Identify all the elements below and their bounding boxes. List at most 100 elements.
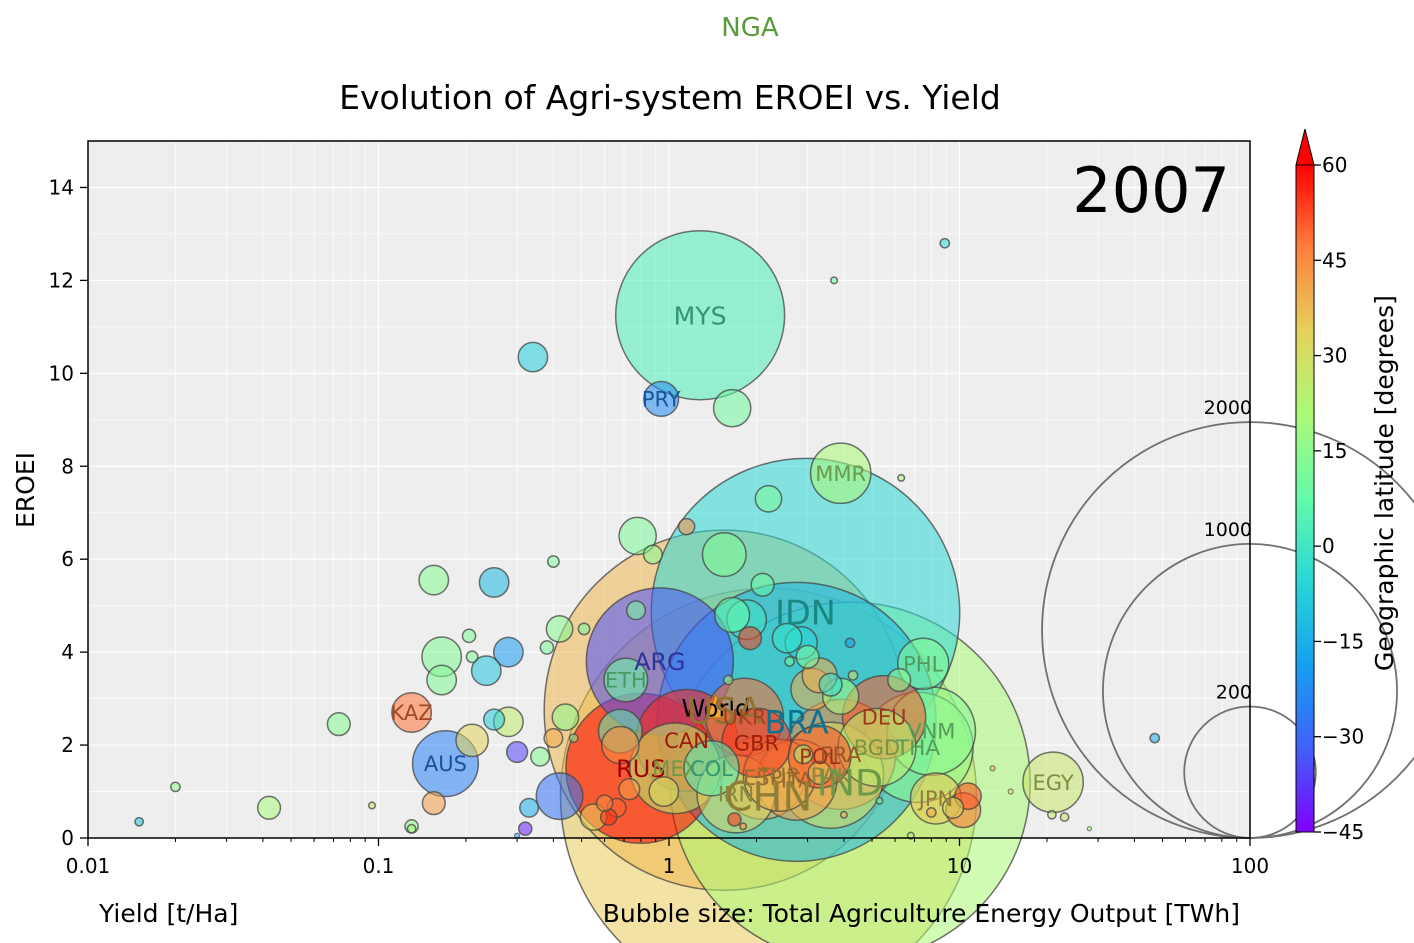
bubble-label-vnm: VNM (907, 720, 955, 744)
year-label: 2007 (1072, 154, 1230, 227)
bubble (989, 765, 996, 772)
bubble (1046, 809, 1057, 820)
bubble (712, 388, 752, 428)
bubble (648, 776, 680, 807)
bubble (784, 656, 795, 667)
colorbar (1295, 164, 1315, 833)
bubble (603, 657, 649, 703)
x-tick-label: 0.1 (363, 854, 395, 878)
bubble (643, 380, 680, 418)
bubble-label-fra: FRA (820, 743, 862, 768)
bubble (793, 744, 814, 765)
bubble-label-ukr: UKR (723, 706, 767, 730)
bubbles (134, 230, 1161, 943)
bubble (421, 791, 446, 816)
bubble-label-col: COL (690, 757, 733, 781)
bubble-label-mex: MEX (652, 757, 698, 781)
colorbar-tick-label: 60 (1322, 153, 1347, 177)
bubble (600, 725, 640, 765)
bubble (470, 655, 502, 687)
bubble (1007, 788, 1014, 795)
y-tick-label: 12 (49, 268, 74, 292)
bubble-label-kaz: KAZ (391, 701, 433, 725)
bubble-label-ita: ITA (781, 768, 813, 792)
y-axis: 0 2 4 6 8 10 12 14 (49, 175, 88, 850)
bubble-label-phl: PHL (903, 652, 943, 676)
bubble (847, 669, 859, 681)
size-legend-label: 200 (1216, 681, 1252, 703)
bubble (727, 812, 742, 827)
x-tick-label: 10 (947, 854, 972, 878)
bubble (787, 724, 852, 789)
bubble-label-mys: MYS (674, 301, 727, 330)
y-tick-label: 0 (61, 826, 74, 850)
bubble (517, 341, 549, 373)
bubble (326, 712, 351, 737)
y-tick-label: 6 (61, 547, 74, 571)
bubble-label-pry: PRY (642, 387, 681, 411)
bubble (530, 746, 551, 767)
bubble (839, 810, 848, 819)
bubble (897, 473, 906, 482)
bubble (875, 796, 884, 805)
bubble-label-idn: IDN (775, 594, 836, 633)
bubble (750, 572, 775, 597)
y-tick-label: 14 (49, 175, 74, 199)
bubble-label-bgd: BGD (854, 736, 900, 760)
y-tick-label: 10 (49, 361, 74, 385)
x-axis-label: Yield [t/Ha] (98, 899, 238, 928)
bubble (461, 628, 477, 644)
bubble-label-pol: POL (799, 745, 840, 769)
bubble-label-jpn: JPN (917, 787, 954, 811)
bubble (546, 555, 560, 568)
bubble-label-eth: ETH (605, 669, 647, 693)
bubble (618, 778, 641, 801)
colorbar-tick-label: 30 (1322, 344, 1347, 368)
bubble-label-egy: EGY (1032, 771, 1073, 795)
bubble (887, 667, 912, 693)
bubble (1059, 812, 1070, 822)
colorbar-tick-label: 0 (1322, 534, 1335, 558)
bubble (492, 636, 524, 668)
colorbar-tick-label: 15 (1322, 439, 1347, 463)
bubble (830, 276, 839, 285)
bubble (134, 816, 145, 827)
bubble (618, 516, 658, 556)
bubble-label-bra: BRA (765, 705, 829, 741)
bubble (1086, 826, 1092, 832)
bubble (809, 442, 872, 505)
bubble (771, 622, 803, 654)
colorbar-tick-label: 45 (1322, 248, 1347, 272)
bubble (941, 796, 965, 819)
bubble (551, 703, 580, 732)
bubble (545, 614, 574, 643)
bubble (406, 823, 417, 834)
bubble (925, 807, 937, 818)
colorbar-extend-arrow (1295, 128, 1315, 166)
colorbar-ticks: 60 45 30 15 0 −15 −30 −45 (1314, 153, 1364, 844)
y-tick-label: 4 (61, 640, 74, 664)
y-axis-label: EROEI (11, 452, 40, 528)
bubble (519, 797, 540, 818)
world-marker (706, 692, 726, 719)
bubble (739, 822, 748, 831)
bubble-label-gbr: GBR (734, 731, 779, 755)
bubble (577, 622, 591, 636)
bubble (818, 672, 843, 697)
bubble (737, 626, 763, 651)
bubble (625, 600, 647, 621)
bubble (1149, 732, 1161, 744)
colorbar-tick-label: −45 (1322, 820, 1364, 844)
bubble-label-usa: USA (686, 689, 762, 732)
x-tick-label: 100 (1231, 854, 1269, 878)
bubble-label-tur: TUR (757, 764, 801, 788)
bubble (170, 781, 181, 793)
size-legend-label: 1000 (1204, 519, 1252, 541)
bubble (807, 760, 832, 786)
x-tick-label: 1 (663, 854, 676, 878)
colorbar-label: Geographic latitude [degrees] (1370, 295, 1399, 671)
bubble (568, 733, 579, 744)
bubble (505, 740, 529, 764)
